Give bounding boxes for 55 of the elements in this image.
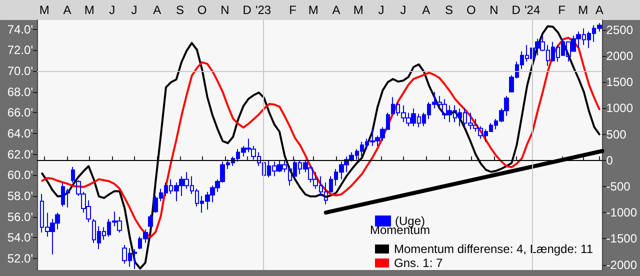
candlestick [71, 166, 75, 183]
x-tick-label: M [39, 3, 50, 17]
y-tick-label: 66.0' [7, 106, 33, 120]
x-tick-label: D [512, 3, 521, 17]
y2-tick-label: 1500 [606, 75, 634, 90]
x-tick-label: A [153, 3, 162, 17]
y-tick-label: 56.0' [7, 210, 33, 224]
x-tick-label: M [308, 3, 318, 17]
y-tick-label: 74.0' [7, 22, 33, 36]
y-tick-label: 70.0' [7, 64, 33, 78]
x-tick-label: J [131, 3, 138, 17]
legend-label: Gns. 1: 7 [394, 256, 444, 270]
x-tick-label: O [197, 3, 207, 17]
y-tick-label: 72.0' [7, 43, 33, 58]
y2-tick-label: 2000 [606, 49, 634, 64]
x-tick-label: J [378, 3, 384, 17]
x-tick-label: M [84, 3, 94, 17]
y2-tick-label: 500 [606, 127, 627, 142]
y-tick-label: 54.0' [7, 230, 33, 245]
x-tick-label: N [490, 3, 498, 17]
x-tick-label: '23 [255, 3, 272, 17]
legend-label: (Uge) [395, 214, 426, 228]
y-tick-label: 58.0' [7, 189, 33, 204]
y2-tick-label: 0 [606, 153, 614, 168]
line-series [41, 25, 600, 270]
x-tick-label: S [444, 3, 454, 17]
x-tick-label: '24 [524, 3, 540, 17]
line-series [41, 36, 600, 238]
x-tick-label: D [242, 3, 252, 17]
x-tick-label: A [332, 3, 340, 17]
y2-tick-label: -500 [606, 179, 631, 194]
y-tick-label: 62.0' [7, 147, 33, 162]
candlestick [148, 214, 153, 228]
y-tick-label: 64.0' [7, 126, 33, 141]
x-tick-label: J [109, 3, 116, 17]
x-tick-label: M [353, 3, 364, 17]
y2-tick-label: -2000 [606, 258, 638, 272]
y-tick-label: 60.0' [7, 168, 33, 182]
x-tick-label: A [422, 3, 430, 17]
y2-tick-label: 2500 [606, 22, 634, 37]
x-tick-label: A [595, 3, 604, 17]
y2-tick-label: -1500 [606, 232, 638, 246]
y-tick-label: 68.0' [7, 84, 33, 99]
x-tick-label: M [578, 3, 588, 17]
y-tick-label: 52.0' [7, 252, 33, 266]
legend-label: Momentum differense: 4, Længde: 11 [394, 242, 594, 256]
x-tick-label: J [400, 3, 406, 17]
x-tick-label: F [289, 3, 296, 17]
x-tick-label: O [466, 3, 476, 17]
y2-tick-label: 1000 [606, 101, 634, 116]
x-tick-label: N [220, 3, 230, 17]
y2-tick-label: -1000 [606, 206, 638, 220]
x-tick-label: F [558, 3, 566, 17]
x-tick-label: S [176, 3, 184, 17]
x-tick-label: A [63, 3, 72, 17]
